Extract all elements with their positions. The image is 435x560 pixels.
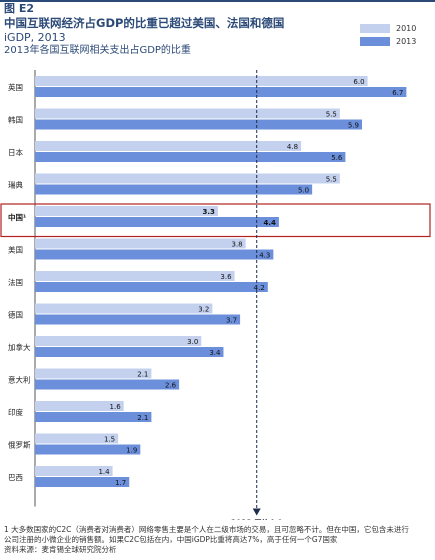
category-label: 德国: [8, 310, 23, 320]
footnote-1: 1 大多数国家的C2C（消费者对消费者）网络零售主要是个人在二级市场的交易，且可…: [4, 525, 409, 534]
data-label-2010: 2.1: [137, 371, 148, 379]
chart-subtitle: iGDP, 2013: [4, 31, 66, 44]
category-label: 印度: [8, 407, 23, 417]
data-label-2010: 6.0: [353, 78, 364, 86]
bar-2013: [35, 314, 241, 325]
chart-subtitle-2: 2013年各国互联网相关支出占GDP的比重: [4, 45, 191, 56]
bar-2013: [35, 412, 152, 422]
data-label-2010: 4.8: [287, 143, 298, 151]
bar-2013: [35, 282, 268, 292]
category-label: 加拿大: [8, 342, 31, 352]
bar-2010: [35, 76, 368, 86]
figure-label: 图 E2: [4, 2, 34, 15]
chart-header: 图 E2 中国互联网经济占GDP的比重已超过美国、法国和德国 iGDP, 201…: [4, 2, 334, 57]
data-label-2013: 5.0: [298, 187, 309, 195]
data-label-2010: 5.5: [326, 111, 337, 119]
bar-2010: [35, 108, 340, 119]
bar-2010: [35, 271, 235, 281]
data-label-2013: 1.9: [126, 447, 137, 455]
footnote-1-cont: 公司注册的小微企业的销售额。如果C2C包括在内，中国iGDP比重将高达7%，高于…: [4, 535, 338, 544]
bar-2013: [35, 347, 224, 357]
data-label-2013: 2.1: [137, 414, 148, 422]
bar-2013: [35, 379, 180, 390]
category-label: 日本: [8, 147, 23, 157]
legend-label-2013: 2013: [396, 37, 417, 46]
data-label-2013: 5.6: [331, 154, 343, 162]
category-label: 法国: [8, 277, 23, 287]
bar-2010: [35, 433, 119, 444]
data-label-2010: 1.4: [98, 468, 110, 476]
average-label: 2013 平均4.0: [231, 518, 283, 521]
data-label-2010: 3.0: [187, 338, 198, 346]
bar-2013: [35, 87, 407, 97]
legend: 2010 2013: [360, 22, 416, 48]
data-label-2013: 4.2: [254, 284, 265, 292]
data-label-2013: 1.7: [115, 479, 126, 487]
chart-title: 中国互联网经济占GDP的比重已超过美国、法国和德国: [4, 16, 285, 30]
bar-2010: [35, 466, 113, 476]
legend-item-2010: 2010: [360, 22, 416, 35]
data-label-2013: 5.9: [348, 122, 359, 130]
data-label-2013: 3.7: [226, 317, 237, 325]
bar-2013: [35, 119, 363, 130]
category-label: 英国: [8, 82, 23, 92]
bar-2010: [35, 336, 202, 346]
bar-2010: [35, 141, 302, 151]
data-label-2013: 4.3: [259, 252, 270, 260]
legend-label-2010: 2010: [396, 24, 417, 33]
data-label-2010: 3.2: [198, 306, 209, 314]
data-label-2010: 5.5: [326, 176, 337, 184]
data-label-2013: 2.6: [165, 382, 177, 390]
bar-2013: [35, 152, 346, 162]
bar-2010: [35, 173, 340, 184]
data-label-2010: 3.3: [203, 208, 216, 216]
category-label: 中国¹: [8, 212, 26, 222]
bar-chart: 英国 6.0 6.7 韩国 5.5 5.9 日本 4.8 5.6 瑞典 5.5 5.0 中国¹ 3.3 4.…: [0, 70, 431, 521]
average-marker: [252, 508, 261, 516]
bar-2013: [35, 477, 130, 487]
bar-2013: [35, 249, 274, 260]
category-label: 美国: [8, 245, 23, 255]
bar-2013: [35, 217, 279, 227]
bar-2010: [35, 401, 124, 411]
bar-2010: [35, 206, 218, 216]
bar-2013: [35, 184, 313, 195]
bar-2013: [35, 444, 141, 455]
data-label-2010: 3.6: [220, 273, 232, 281]
bar-2010: [35, 238, 246, 249]
category-label: 巴西: [8, 473, 23, 482]
bar-2010: [35, 368, 152, 379]
source-note: 资料来源：麦肯锡全球研究院分析: [4, 545, 117, 554]
highlight-box: [0, 203, 431, 238]
category-label: 韩国: [8, 115, 23, 125]
category-label: 瑞典: [8, 180, 23, 190]
footer: 1 大多数国家的C2C（消费者对消费者）网络零售主要是个人在二级市场的交易，且可…: [4, 525, 432, 555]
data-label-2013: 4.4: [263, 219, 276, 227]
data-label-2010: 3.8: [231, 241, 242, 249]
data-label-2010: 1.6: [110, 403, 122, 411]
legend-swatch-2010: [360, 24, 390, 33]
category-label: 意大利: [8, 375, 31, 385]
bar-2010: [35, 303, 213, 314]
category-label: 俄罗斯: [8, 440, 31, 450]
header-rule: [0, 0, 435, 2]
legend-swatch-2013: [360, 37, 390, 46]
data-label-2013: 3.4: [209, 349, 221, 357]
data-label-2010: 1.5: [104, 436, 115, 444]
data-label-2013: 6.7: [392, 89, 403, 97]
legend-item-2013: 2013: [360, 35, 416, 48]
